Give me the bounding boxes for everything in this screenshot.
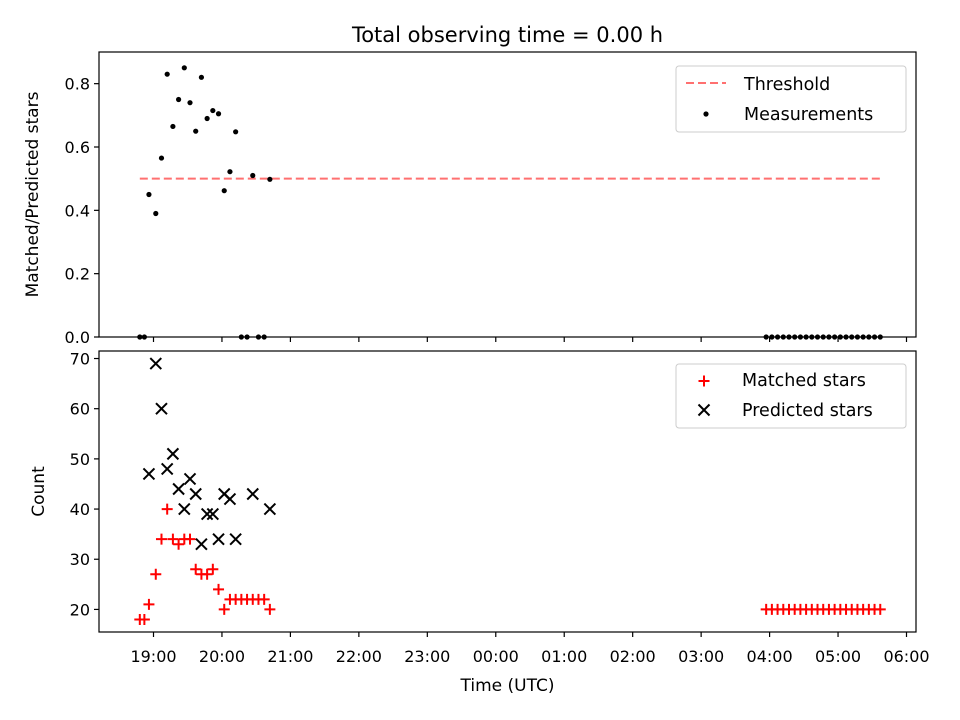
measurement-point	[181, 65, 187, 71]
legend-matched-swatch	[698, 375, 710, 387]
predicted-star-point	[178, 502, 191, 516]
legend-label-predicted: Predicted stars	[742, 401, 873, 421]
ratio-legend: Threshold Measurements	[675, 65, 907, 133]
measurement-point	[227, 169, 233, 175]
count-axes: 20 30 40 50 60 70 19:00 20:00 21:00 22:00 23:00 00:…	[70, 350, 930, 666]
measurement-point	[193, 128, 199, 134]
predicted-star-point	[246, 487, 259, 501]
y-tick-label: 0.8	[65, 75, 90, 94]
legend-measurements-swatch	[703, 111, 709, 117]
predicted-star-point	[263, 502, 277, 516]
matched-star-point	[201, 568, 213, 580]
chart-title: Total observing time = 0.00 h	[351, 23, 663, 47]
ratio-axes: 0.0 0.2 0.4 0.6 0.8	[65, 51, 917, 347]
predicted-star-point	[229, 532, 242, 546]
matched-star-point	[150, 568, 162, 580]
x-axis-label: Time (UTC)	[460, 676, 555, 696]
count-plot-frame	[98, 350, 917, 633]
x-tick-label: 00:00	[473, 647, 519, 666]
measurement-point	[153, 210, 159, 217]
legend-label-measurements: Measurements	[744, 105, 873, 125]
y-tick-label: 0.6	[65, 138, 90, 157]
y-tick-label: 20	[70, 600, 90, 619]
y-axis-label-ratio: Matched/Predicted stars	[23, 91, 43, 297]
matched-star-point	[213, 583, 225, 595]
x-tick-label: 21:00	[267, 647, 313, 666]
x-tick-label: 01:00	[541, 647, 587, 666]
matched-star-point	[218, 603, 230, 615]
predicted-star-point	[142, 467, 156, 481]
matched-star-point	[207, 563, 219, 575]
matched-star-point	[264, 603, 276, 615]
measurement-point	[176, 96, 182, 103]
measurement-point	[233, 129, 239, 135]
predicted-star-point	[183, 472, 197, 486]
count-legend: Matched stars Predicted stars	[675, 363, 907, 429]
predicted-star-point	[195, 537, 208, 551]
legend-label-threshold: Threshold	[743, 75, 830, 95]
y-tick-label: 0.2	[65, 265, 90, 284]
matched-star-point	[167, 533, 179, 545]
matched-star-point	[874, 603, 886, 615]
y-tick-label: 0.0	[65, 328, 90, 347]
measurement-point	[204, 115, 210, 122]
measurement-point	[250, 172, 256, 179]
measurement-point	[146, 191, 152, 198]
y-tick-label: 40	[70, 500, 90, 519]
predicted-star-point	[223, 492, 237, 506]
y-tick-label: 70	[70, 350, 90, 369]
ratio-plot-frame	[98, 51, 917, 338]
y-tick-label: 50	[70, 450, 90, 469]
y-tick-label: 60	[70, 400, 90, 419]
predicted-star-point	[200, 507, 214, 521]
x-tick-label: 06:00	[883, 647, 929, 666]
measurement-point	[215, 111, 222, 117]
x-tick-label: 02:00	[610, 647, 656, 666]
measurement-point	[221, 188, 227, 194]
matched-star-point	[161, 503, 173, 515]
matched-star-point	[155, 533, 167, 545]
x-tick-label: 03:00	[678, 647, 724, 666]
matched-star-point	[190, 563, 202, 575]
predicted-star-point	[160, 462, 174, 476]
predicted-star-point	[172, 482, 185, 496]
matched-star-point	[184, 533, 196, 545]
measurement-point	[210, 107, 216, 114]
y-tick-label: 30	[70, 550, 90, 569]
x-tick-label: 23:00	[404, 647, 450, 666]
measurement-point	[198, 74, 205, 80]
matched-star-point	[258, 593, 270, 605]
legend-predicted-swatch	[697, 403, 711, 417]
ratio-panel: Total observing time = 0.00 h Matched/Pr…	[23, 23, 917, 347]
measurement-point	[158, 155, 165, 161]
y-tick-label: 0.4	[65, 201, 90, 220]
y-axis-label-count: Count	[29, 466, 49, 517]
measurement-point	[170, 123, 176, 130]
predicted-star-point	[212, 532, 225, 546]
legend-frame	[675, 65, 907, 133]
predicted-star-point	[155, 402, 168, 415]
measurement-point	[187, 100, 193, 106]
predicted-star-point	[166, 447, 180, 461]
measurement-point	[164, 71, 170, 77]
x-tick-label: 20:00	[199, 647, 245, 666]
matched-star-point	[143, 598, 155, 610]
matched-star-point	[173, 538, 185, 550]
predicted-star-point	[206, 507, 220, 521]
matched-star-point	[138, 613, 150, 625]
measurement-point	[267, 176, 273, 182]
x-tick-label: 04:00	[747, 647, 793, 666]
predicted-star-point	[189, 487, 202, 501]
legend-frame	[675, 363, 907, 429]
x-tick-label: 22:00	[336, 647, 382, 666]
x-tick-label: 19:00	[130, 647, 176, 666]
legend-label-matched: Matched stars	[742, 371, 866, 391]
predicted-star-point	[149, 357, 162, 370]
x-tick-label: 05:00	[815, 647, 861, 666]
count-marks	[134, 357, 886, 625]
